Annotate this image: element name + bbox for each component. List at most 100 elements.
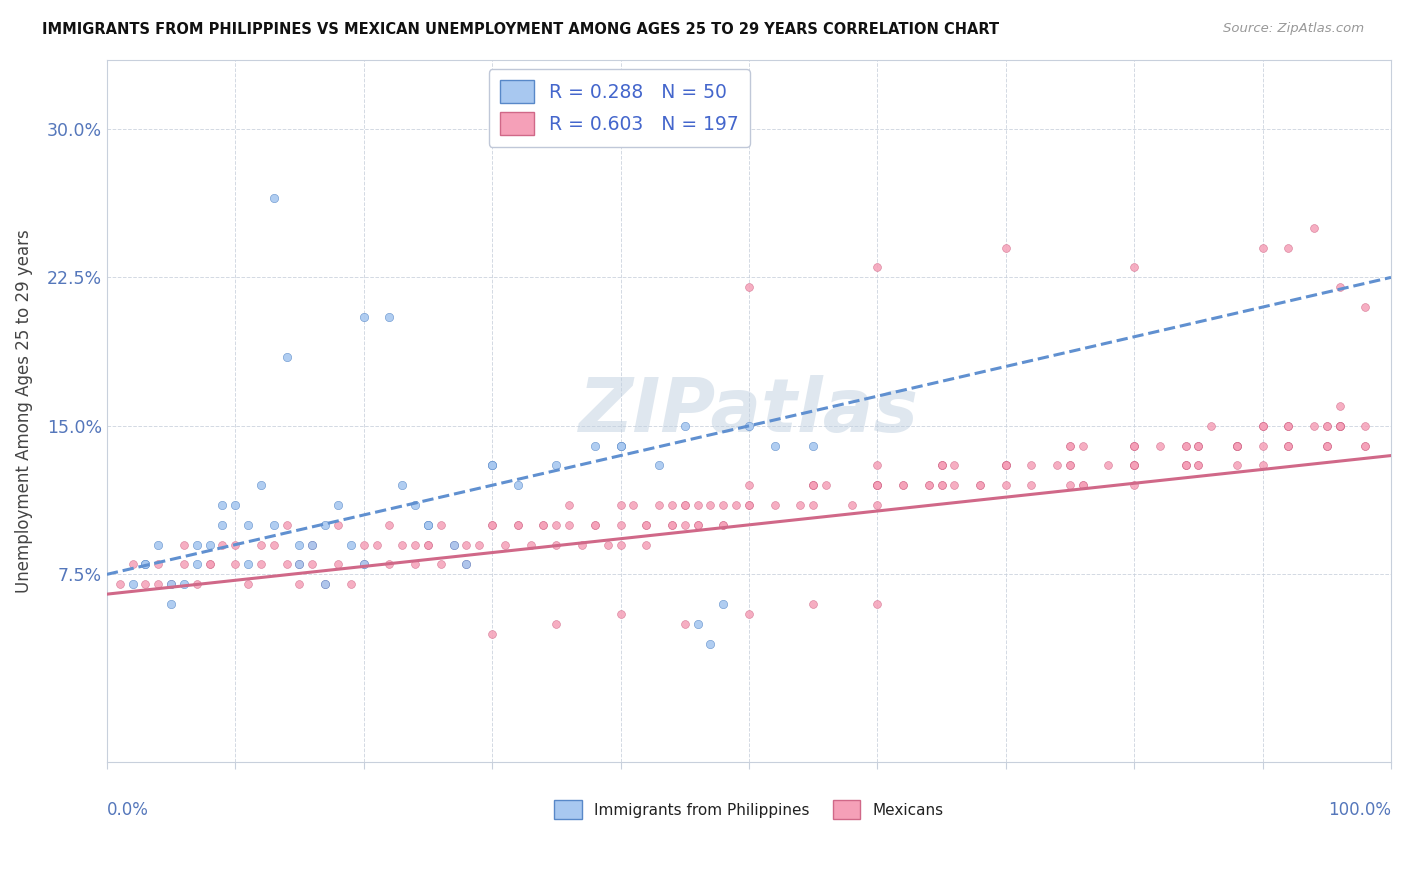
Point	[353, 558, 375, 572]
Point	[866, 478, 889, 492]
Point	[866, 478, 889, 492]
Point	[468, 538, 491, 552]
Point	[326, 498, 349, 512]
Point	[891, 478, 914, 492]
Point	[1316, 418, 1339, 433]
Point	[866, 478, 889, 492]
Point	[173, 577, 195, 591]
Point	[725, 498, 748, 512]
Point	[134, 577, 156, 591]
Point	[224, 498, 246, 512]
Point	[1329, 418, 1351, 433]
Point	[340, 577, 363, 591]
Point	[1123, 458, 1146, 473]
Point	[661, 498, 683, 512]
Point	[276, 350, 298, 364]
Point	[1277, 439, 1299, 453]
Point	[661, 517, 683, 532]
Point	[546, 458, 568, 473]
Point	[443, 538, 465, 552]
Point	[211, 517, 233, 532]
Point	[1316, 439, 1339, 453]
Point	[1071, 478, 1094, 492]
Point	[173, 558, 195, 572]
Point	[211, 498, 233, 512]
Point	[1251, 458, 1274, 473]
Point	[1187, 458, 1209, 473]
Point	[276, 517, 298, 532]
Point	[738, 498, 761, 512]
Point	[481, 517, 503, 532]
Point	[416, 517, 439, 532]
Point	[481, 458, 503, 473]
Point	[1187, 439, 1209, 453]
Point	[673, 517, 696, 532]
Point	[314, 577, 336, 591]
Point	[636, 517, 658, 532]
Point	[661, 517, 683, 532]
Point	[1123, 478, 1146, 492]
Point	[1174, 458, 1197, 473]
Point	[506, 517, 529, 532]
Point	[224, 558, 246, 572]
Point	[801, 478, 824, 492]
Point	[121, 558, 143, 572]
Point	[301, 558, 323, 572]
Point	[276, 558, 298, 572]
Point	[711, 517, 734, 532]
Point	[711, 498, 734, 512]
Point	[648, 498, 671, 512]
Point	[866, 498, 889, 512]
Point	[378, 517, 401, 532]
Point	[353, 558, 375, 572]
Point	[1174, 439, 1197, 453]
Point	[1021, 458, 1043, 473]
Point	[801, 498, 824, 512]
Point	[186, 558, 208, 572]
Point	[1226, 458, 1249, 473]
Point	[994, 478, 1017, 492]
Point	[1059, 458, 1081, 473]
Point	[224, 538, 246, 552]
Point	[1059, 458, 1081, 473]
Point	[1277, 418, 1299, 433]
Point	[1226, 439, 1249, 453]
Point	[1059, 478, 1081, 492]
Point	[378, 310, 401, 324]
Point	[636, 517, 658, 532]
Point	[1174, 439, 1197, 453]
Point	[558, 498, 581, 512]
Point	[148, 538, 170, 552]
Point	[1251, 418, 1274, 433]
Point	[1123, 439, 1146, 453]
Point	[673, 616, 696, 631]
Point	[301, 538, 323, 552]
Point	[1316, 439, 1339, 453]
Point	[519, 538, 541, 552]
Point	[1226, 439, 1249, 453]
Point	[1226, 439, 1249, 453]
Point	[609, 439, 631, 453]
Y-axis label: Unemployment Among Ages 25 to 29 years: Unemployment Among Ages 25 to 29 years	[15, 229, 32, 593]
Point	[994, 458, 1017, 473]
Point	[738, 478, 761, 492]
Point	[1226, 439, 1249, 453]
Point	[1187, 439, 1209, 453]
Point	[1251, 241, 1274, 255]
Point	[673, 498, 696, 512]
Point	[609, 439, 631, 453]
Point	[391, 478, 413, 492]
Point	[931, 458, 953, 473]
Point	[1149, 439, 1171, 453]
Point	[1329, 418, 1351, 433]
Point	[1354, 439, 1376, 453]
Point	[456, 558, 478, 572]
Point	[571, 538, 593, 552]
Point	[160, 577, 183, 591]
Point	[841, 498, 863, 512]
Point	[801, 478, 824, 492]
Point	[546, 616, 568, 631]
Point	[378, 558, 401, 572]
Point	[1226, 439, 1249, 453]
Point	[494, 538, 516, 552]
